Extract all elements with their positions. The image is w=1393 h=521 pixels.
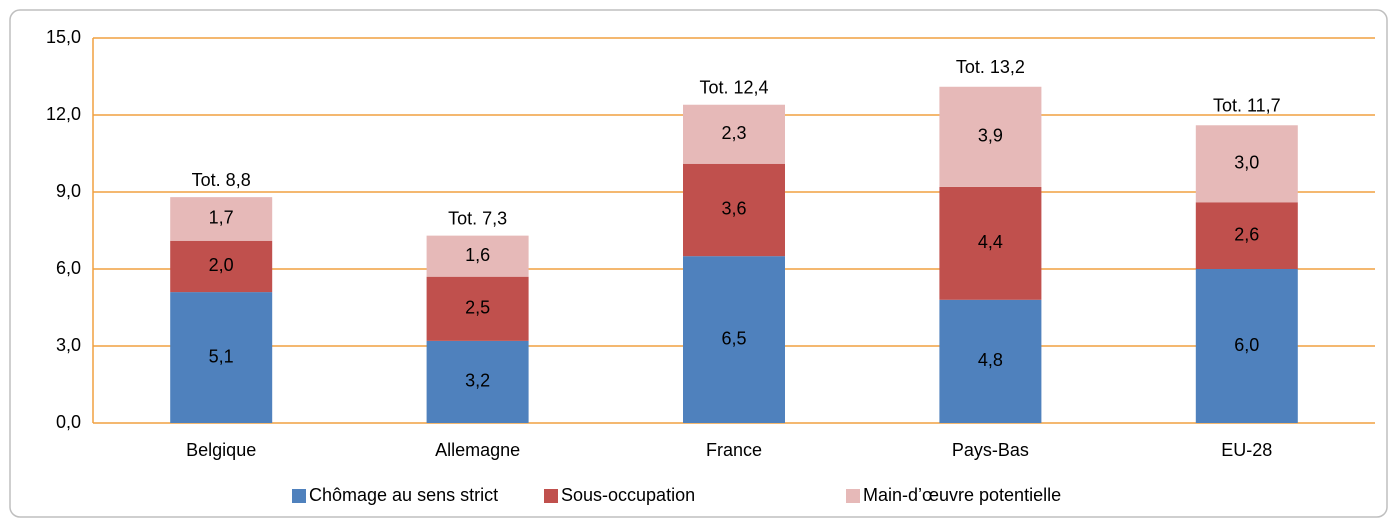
legend-label: Chômage au sens strict (309, 485, 498, 505)
bar-segment (170, 292, 273, 423)
bar-segment (170, 197, 273, 241)
value-label: 6,5 (721, 328, 746, 348)
value-label: 4,4 (978, 232, 1003, 252)
y-tick-label: 0,0 (56, 412, 81, 432)
x-tick-label: Allemagne (435, 440, 520, 460)
bar-segment (939, 299, 1042, 423)
total-label: Tot. 13,2 (956, 57, 1025, 77)
bar-segment (683, 163, 785, 257)
legend-swatch (292, 489, 306, 503)
y-tick-label: 3,0 (56, 335, 81, 355)
value-label: 3,2 (465, 371, 490, 391)
x-tick-label: Pays-Bas (952, 440, 1029, 460)
y-tick-label: 12,0 (46, 104, 81, 124)
bar-segment (426, 276, 529, 341)
x-tick-label: Belgique (186, 440, 256, 460)
legend-swatch (544, 489, 558, 503)
total-label: Tot. 7,3 (448, 208, 507, 228)
legend-label: Main-d’œuvre potentielle (863, 485, 1061, 505)
total-label: Tot. 8,8 (192, 170, 251, 190)
value-label: 3,9 (978, 126, 1003, 146)
total-label: Tot. 12,4 (699, 77, 768, 97)
legend-label: Sous-occupation (561, 485, 695, 505)
value-label: 6,0 (1234, 335, 1259, 355)
total-label: Tot. 11,7 (1213, 95, 1281, 115)
value-label: 2,5 (465, 298, 490, 318)
x-tick-label: France (706, 440, 762, 460)
bar-segment (426, 235, 529, 277)
y-tick-label: 6,0 (56, 258, 81, 278)
y-tick-label: 9,0 (56, 181, 81, 201)
bar-segment (1195, 269, 1298, 423)
value-label: 5,1 (209, 346, 234, 366)
bar-segment (683, 256, 785, 423)
value-label: 2,0 (209, 255, 234, 275)
bar-segment (426, 340, 529, 423)
bar-segment (1195, 125, 1298, 203)
value-label: 1,6 (465, 245, 490, 265)
value-label: 4,8 (978, 350, 1003, 370)
value-label: 3,0 (1234, 153, 1259, 173)
y-tick-label: 15,0 (46, 27, 81, 47)
bar-segment (939, 86, 1042, 187)
bar-segment (1195, 202, 1298, 269)
value-label: 2,6 (1234, 224, 1259, 244)
value-label: 3,6 (721, 199, 746, 219)
value-label: 1,7 (209, 208, 234, 228)
value-label: 2,3 (721, 123, 746, 143)
legend-swatch (846, 489, 860, 503)
bar-segment (939, 186, 1042, 300)
x-tick-label: EU-28 (1221, 440, 1272, 460)
bar-segment (170, 240, 273, 293)
bar-segment (683, 104, 785, 164)
